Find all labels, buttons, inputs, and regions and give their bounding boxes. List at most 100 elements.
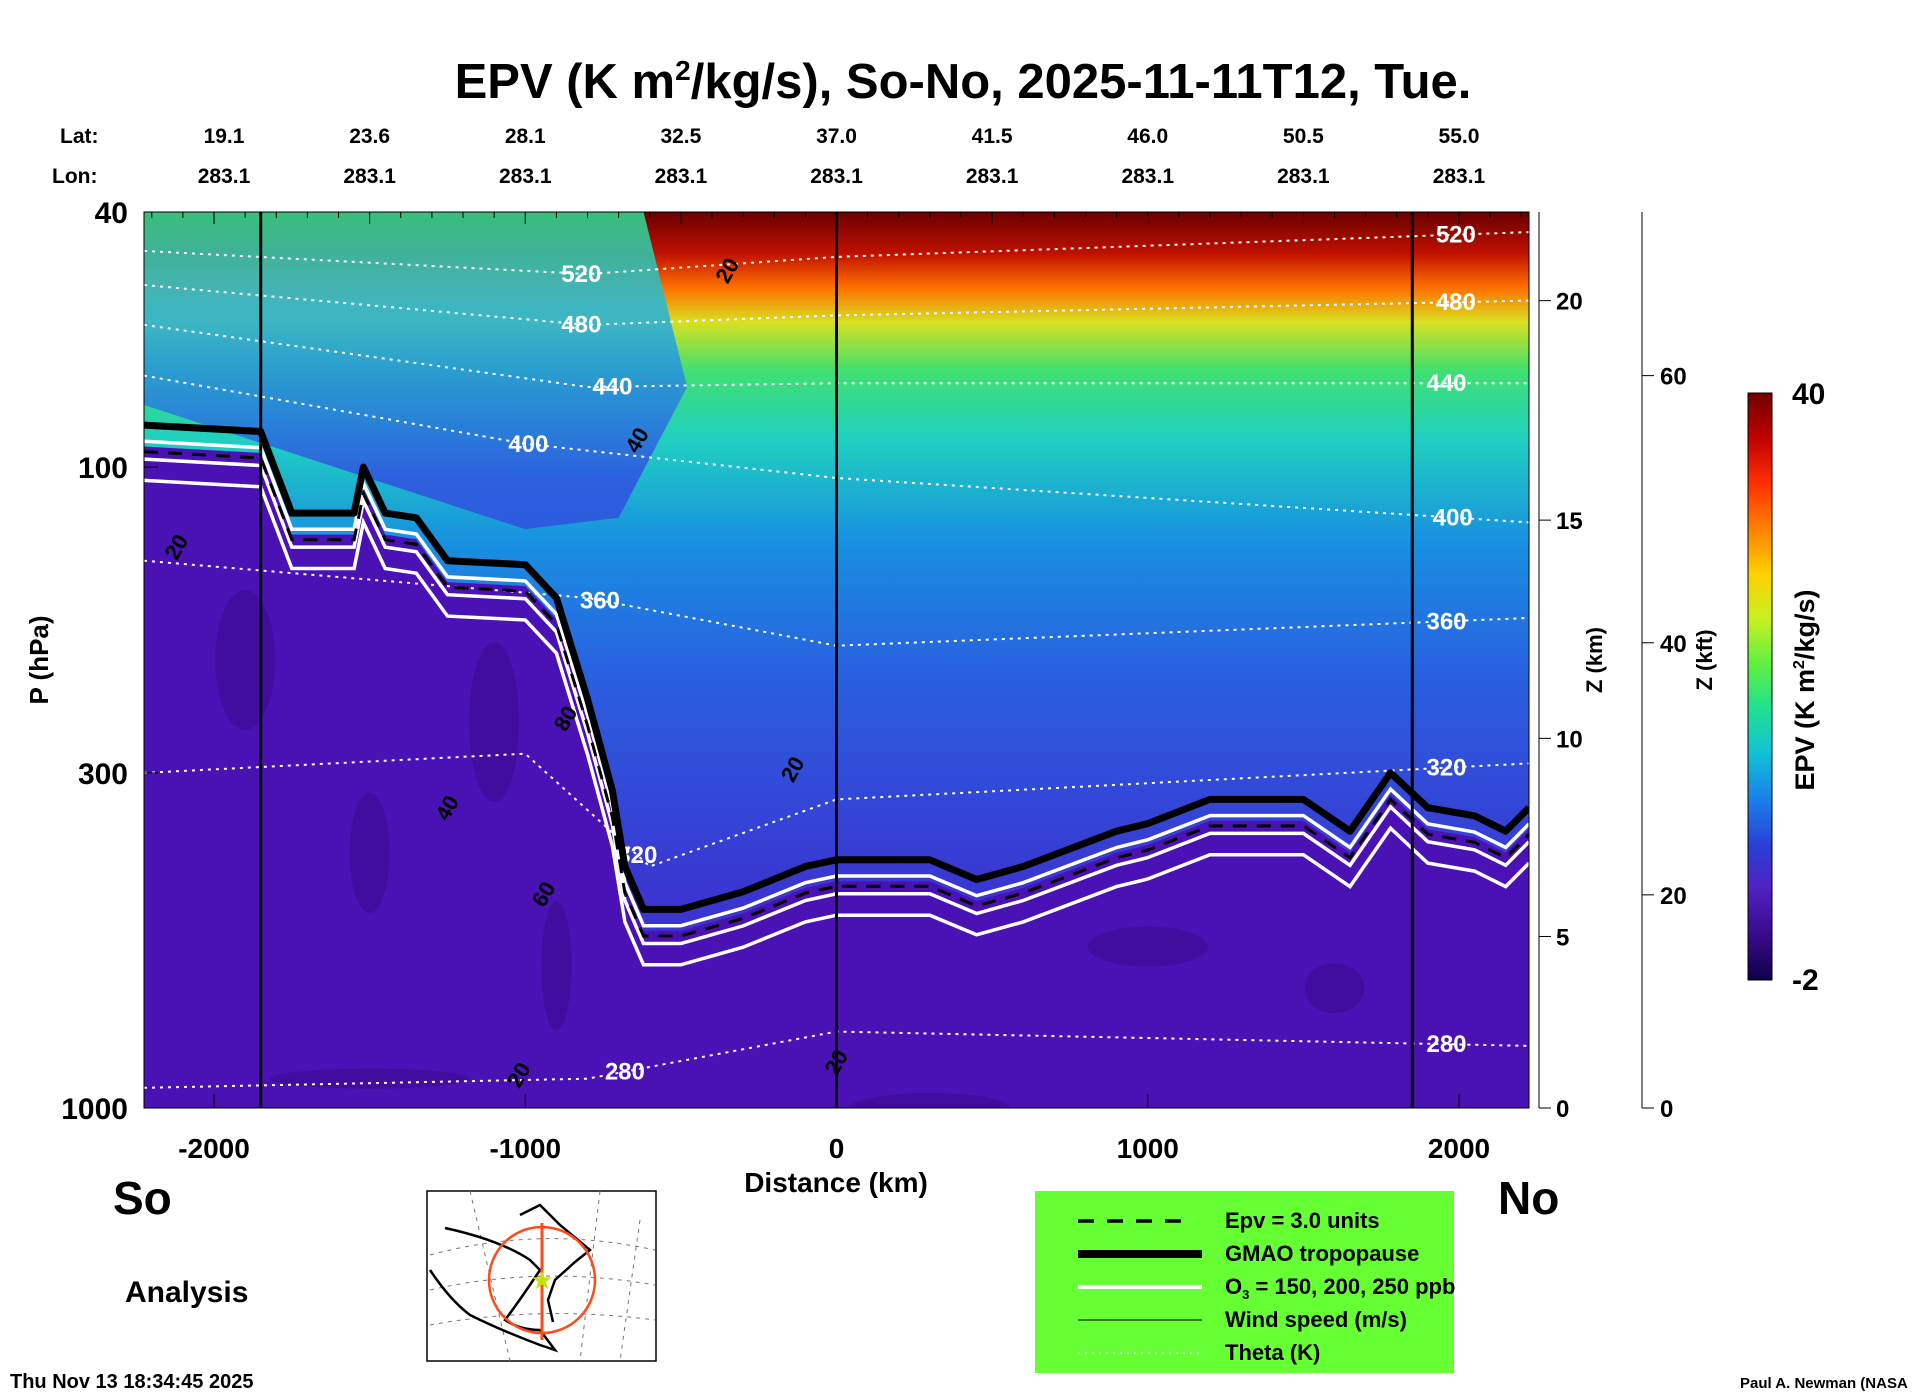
field-patch (1304, 963, 1365, 1014)
lat-value: 23.6 (349, 125, 390, 148)
map-coastline-east (519, 1203, 592, 1323)
lon-value: 283.1 (966, 165, 1019, 188)
colorbar-label: EPV (K m2/kg/s) (1790, 590, 1820, 791)
credit: Paul A. Newman (NASA (1740, 1375, 1908, 1392)
z-km-tick-label: 20 (1556, 289, 1583, 316)
lat-value: 28.1 (505, 125, 546, 148)
theta-label: 320 (1426, 755, 1466, 782)
field-patch (541, 900, 572, 1031)
lat-value: 50.5 (1283, 125, 1324, 148)
field-patch (849, 1093, 1010, 1108)
colorbar: 40 -2 EPV (K m2/kg/s) (1747, 378, 1825, 997)
lat-value: 32.5 (660, 125, 701, 148)
north-label: No (1498, 1172, 1559, 1224)
star-icon: ★ (530, 1265, 553, 1295)
z-km-tick-label: 15 (1556, 508, 1583, 535)
field-patch (215, 590, 276, 730)
legend-label-ozone: O3 = 150, 200, 250 ppb (1225, 1274, 1455, 1302)
lon-value: 283.1 (343, 165, 396, 188)
z-kft-tick-label: 20 (1660, 883, 1687, 910)
legend: Epv = 3.0 units GMAO tropopause O3 = 150… (1035, 1191, 1455, 1373)
lat-label: Lat: (60, 125, 99, 148)
lat-value: 37.0 (816, 125, 857, 148)
legend-label-wind: Wind speed (m/s) (1225, 1307, 1407, 1332)
timestamp: Thu Nov 13 18:34:45 2025 (10, 1371, 253, 1393)
colorbar-min-label: -2 (1792, 964, 1819, 997)
colorbar-max-label: 40 (1792, 378, 1825, 411)
epv-3-contour (144, 450, 1529, 938)
field-patch (269, 1068, 470, 1089)
legend-box (1035, 1191, 1454, 1373)
theta-label: 480 (561, 311, 601, 338)
map-coastline (428, 1226, 559, 1353)
lon-value: 283.1 (1277, 165, 1330, 188)
z-kft-tick-label: 60 (1660, 364, 1687, 391)
theta-contour (144, 1030, 1529, 1089)
theta-label: 280 (1426, 1031, 1466, 1058)
x-tick-label: 0 (829, 1133, 845, 1164)
chart-title: EPV (K m2/kg/s), So-No, 2025-11-11T12, T… (455, 55, 1472, 109)
ozone-contour (144, 457, 1529, 946)
lon-value: 283.1 (198, 165, 251, 188)
y-axis-label: P (hPa) (24, 615, 54, 704)
theta-label: 280 (605, 1059, 645, 1086)
lat-lon-row: 19.1 283.1 23.6 283.1 28.1 283.1 32.5 283.1 37.0… (198, 125, 1486, 188)
z-km-tick-label: 10 (1556, 726, 1583, 753)
lon-value: 283.1 (1433, 165, 1486, 188)
y-tick-label: 300 (78, 758, 128, 791)
lat-value: 19.1 (204, 125, 245, 148)
lon-value: 283.1 (655, 165, 708, 188)
z-km-tick-label: 0 (1556, 1096, 1569, 1123)
gmao-tropopause-line (144, 421, 1529, 913)
lon-label: Lon: (52, 165, 97, 188)
theta-label: 360 (580, 587, 620, 614)
z-km-tick-label: 5 (1556, 924, 1569, 951)
theta-label: 400 (1433, 505, 1473, 532)
x-tick-label: -1000 (489, 1133, 561, 1164)
legend-label-theta: Theta (K) (1225, 1340, 1320, 1365)
lat-value: 46.0 (1127, 125, 1168, 148)
theta-label: 520 (561, 261, 601, 288)
z-kft-tick-label: 0 (1660, 1096, 1673, 1123)
x-axis-label: Distance (km) (744, 1167, 928, 1198)
theta-contour (144, 231, 1529, 276)
y-tick-label: 100 (78, 452, 128, 485)
y-tick-label: 40 (95, 197, 128, 230)
field-patches (215, 590, 1365, 1108)
x-tick-label: 2000 (1428, 1133, 1490, 1164)
southern-upper-field (144, 212, 688, 530)
theta-label: 440 (1426, 370, 1466, 397)
inset-map: ★ (426, 1190, 657, 1362)
theta-contour (144, 374, 1529, 524)
axes: -2000 -1000 0 1000 2000 40 100 300 1000 0 5 10 15 20 0… (61, 197, 1686, 1164)
field-patch (349, 792, 390, 913)
lat-value: 41.5 (972, 125, 1013, 148)
theta-label: 480 (1436, 289, 1476, 316)
ozone-contour (144, 439, 1529, 928)
vertical-reference-lines (259, 212, 1414, 1108)
theta-contour (144, 284, 1529, 326)
ozone-contour (144, 478, 1529, 967)
theta-label: 440 (592, 374, 632, 401)
z-km-label: Z (km) (1582, 627, 1607, 693)
z-kft-label: Z (kft) (1692, 629, 1717, 690)
field-patch (469, 642, 520, 803)
colorbar-scale (1747, 392, 1773, 981)
theta-label: 520 (1436, 222, 1476, 249)
theta-label: 360 (1426, 608, 1466, 635)
lat-value: 55.0 (1439, 125, 1480, 148)
theta-label: 400 (508, 431, 548, 458)
south-label: So (113, 1172, 172, 1224)
x-tick-label: 1000 (1117, 1133, 1179, 1164)
z-kft-tick-label: 40 (1660, 631, 1687, 658)
lon-value: 283.1 (810, 165, 863, 188)
lon-value: 283.1 (1121, 165, 1174, 188)
analysis-label: Analysis (125, 1276, 248, 1309)
legend-label-tropopause: GMAO tropopause (1225, 1241, 1419, 1266)
tropopause-lines (144, 421, 1529, 967)
x-tick-label: -2000 (178, 1133, 250, 1164)
y-tick-label: 1000 (61, 1093, 128, 1126)
